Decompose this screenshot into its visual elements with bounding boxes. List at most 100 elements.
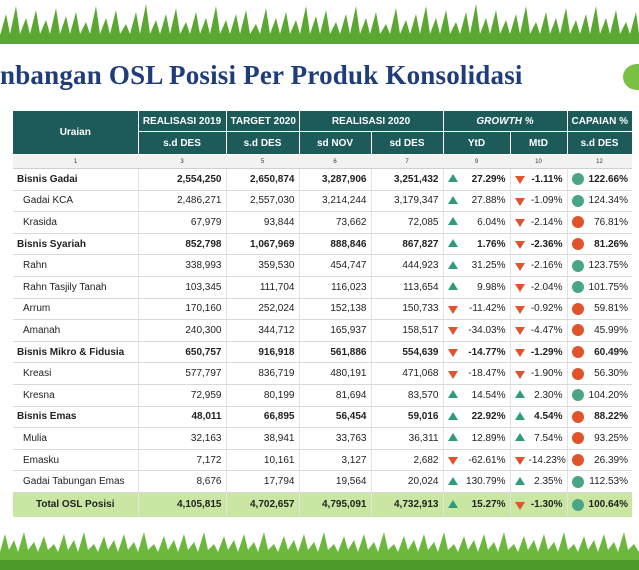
growth-mtd-value: -1.30%	[509, 491, 567, 517]
growth-ytd-value-text: 22.92%	[471, 411, 506, 423]
target-2020-value: 10,161	[225, 449, 299, 472]
arrow-up-icon	[514, 476, 525, 485]
capaian-value: 112.53%	[566, 470, 632, 493]
status-dot-icon	[571, 216, 584, 229]
capaian-value: 123.75%	[566, 254, 632, 277]
capaian-value-text: 81.26%	[594, 238, 628, 250]
target-2020-value-text: 93,844	[263, 216, 295, 228]
realisasi-des-value: 3,179,347	[370, 190, 443, 213]
growth-ytd-value: 12.89%	[442, 427, 510, 450]
realisasi-nov-value: 4,795,091	[298, 491, 371, 517]
realisasi-des-value: 36,311	[370, 427, 443, 450]
growth-ytd-value-text: 9.98%	[477, 281, 506, 293]
row-name-text: Rahn	[23, 260, 47, 272]
realisasi-des-value: 4,732,913	[370, 491, 443, 517]
row-name: Total OSL Posisi	[13, 491, 138, 517]
row-name-text: Bisnis Syariah	[17, 238, 86, 250]
realisasi-2019-value-text: 32,163	[190, 432, 222, 444]
realisasi-2019-value: 650,757	[137, 341, 226, 364]
status-dot-icon	[571, 324, 584, 337]
target-2020-value-text: 1,067,969	[250, 238, 295, 250]
realisasi-2019-value-text: 650,757	[185, 346, 222, 358]
growth-mtd-value-text: -0.92%	[530, 303, 563, 315]
row-name: Emasku	[13, 449, 138, 472]
realisasi-nov-value-text: 454,747	[330, 260, 367, 272]
growth-mtd-value-text: -1.29%	[530, 346, 563, 358]
target-2020-value: 916,918	[225, 341, 299, 364]
arrow-down-icon	[514, 176, 525, 185]
arrow-up-icon	[447, 390, 458, 399]
column-index-row: 1 3 5 6 7 9 10 12	[13, 154, 632, 169]
realisasi-2019-value: 72,959	[137, 384, 226, 407]
grass-decoration-bottom	[0, 530, 639, 570]
arrow-down-icon	[447, 457, 458, 466]
realisasi-des-value-text: 20,024	[407, 476, 439, 488]
status-dot-icon	[571, 454, 584, 467]
realisasi-2019-value-text: 852,798	[185, 238, 222, 250]
row-name-text: Kresna	[23, 389, 55, 401]
realisasi-nov-value-text: 3,287,906	[322, 173, 367, 185]
growth-mtd-value-text: 4.54%	[534, 411, 563, 423]
col-header-uraian: Uraian	[13, 111, 139, 155]
row-name: Bisnis Syariah	[13, 233, 138, 256]
row-name: Rahn Tasjily Tanah	[13, 276, 138, 299]
growth-ytd-value-text: 15.27%	[471, 499, 506, 511]
capaian-value: 26.39%	[566, 449, 632, 472]
realisasi-2019-value: 67,979	[137, 211, 226, 234]
osl-table: Uraian REALISASI 2019 TARGET 2020 REALIS…	[13, 111, 633, 517]
realisasi-nov-value-text: 888,846	[330, 238, 367, 250]
realisasi-2019-value: 577,797	[137, 362, 226, 385]
column-index: 9	[443, 154, 510, 169]
realisasi-des-value-text: 554,639	[402, 346, 439, 358]
table-row: Emasku 7,172 10,161 3,127 2,682 -62.61% -14.23…	[13, 449, 632, 472]
target-2020-value: 38,941	[225, 427, 299, 450]
subheader-sd-nov: sd NOV	[299, 131, 372, 155]
growth-mtd-value-text: -4.47%	[530, 324, 563, 336]
table-row: Krasida 67,979 93,844 73,662 72,085 6.04% -2.1…	[13, 211, 632, 234]
subheader-mtd: MtD	[510, 131, 568, 155]
growth-ytd-value-text: 27.88%	[471, 195, 506, 207]
realisasi-nov-value: 56,454	[298, 406, 371, 429]
realisasi-nov-value-text: 480,191	[330, 368, 367, 380]
status-dot-icon	[571, 259, 584, 272]
group-row: Bisnis Mikro & Fidusia 650,757 916,918 561,…	[13, 341, 632, 364]
arrow-up-icon	[447, 174, 458, 183]
realisasi-nov-value-text: 561,886	[330, 346, 367, 358]
growth-ytd-value: 1.76%	[442, 233, 510, 256]
capaian-value-text: 88.22%	[594, 411, 628, 423]
green-circle-icon	[623, 64, 639, 90]
arrow-up-icon	[447, 411, 458, 420]
capaian-value-text: 59.81%	[594, 303, 628, 315]
target-2020-value-text: 2,650,874	[250, 173, 295, 185]
growth-mtd-value: 2.35%	[509, 470, 567, 493]
target-2020-value-text: 80,199	[263, 389, 295, 401]
target-2020-value: 111,704	[225, 276, 299, 299]
realisasi-des-value: 83,570	[370, 384, 443, 407]
capaian-value-text: 104.20%	[588, 389, 628, 401]
realisasi-2019-value-text: 103,345	[185, 281, 222, 293]
row-name: Kresna	[13, 384, 138, 407]
col-header-growth: GROWTH %	[443, 111, 568, 132]
target-2020-value-text: 66,895	[263, 411, 295, 423]
growth-ytd-value: 14.54%	[442, 384, 510, 407]
capaian-value-text: 124.34%	[588, 195, 628, 207]
growth-mtd-value-text: 7.54%	[534, 432, 563, 444]
realisasi-2019-value: 4,105,815	[137, 491, 226, 517]
growth-mtd-value: -14.23%	[509, 449, 567, 472]
subheader-sd-des: s.d DES	[567, 131, 633, 155]
realisasi-des-value: 113,654	[370, 276, 443, 299]
realisasi-des-value-text: 444,923	[402, 260, 439, 272]
table-row: Kresna 72,959 80,199 81,694 83,570 14.54% 2.30…	[13, 384, 632, 407]
row-name: Gadai KCA	[13, 190, 138, 213]
growth-ytd-value: 22.92%	[442, 406, 510, 429]
row-name: Arrum	[13, 298, 138, 321]
realisasi-des-value-text: 36,311	[408, 432, 439, 444]
realisasi-des-value: 20,024	[370, 470, 443, 493]
arrow-up-icon	[447, 282, 458, 291]
arrow-up-icon	[447, 476, 458, 485]
realisasi-nov-value: 3,214,244	[298, 190, 371, 213]
growth-mtd-value: -2.04%	[509, 276, 567, 299]
status-dot-icon	[571, 410, 584, 423]
table-row: Kreasi 577,797 836,719 480,191 471,068 -18.47…	[13, 362, 632, 385]
growth-mtd-value: -0.92%	[509, 298, 567, 321]
